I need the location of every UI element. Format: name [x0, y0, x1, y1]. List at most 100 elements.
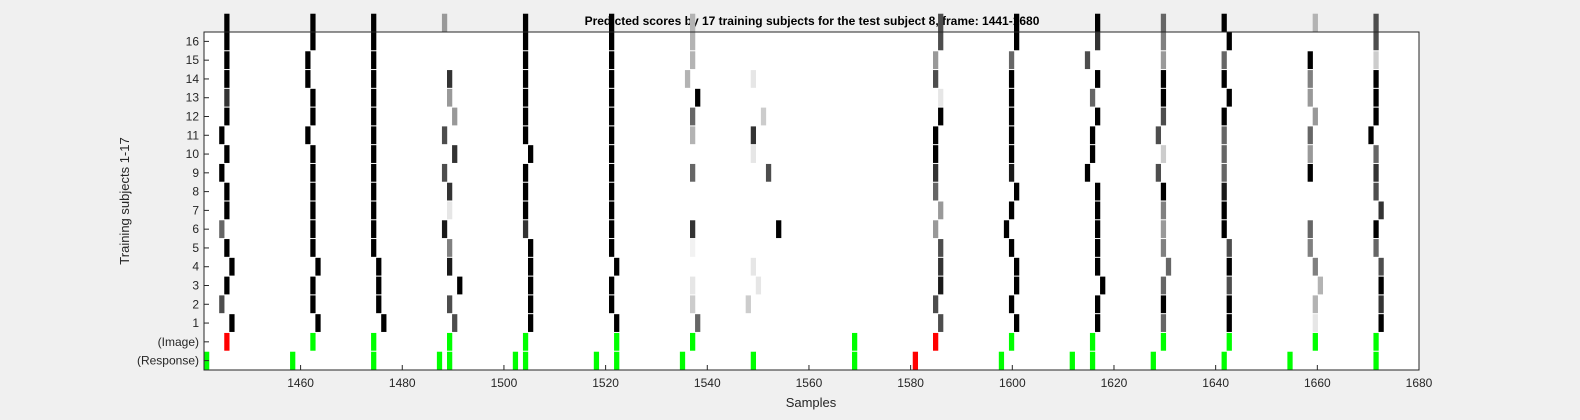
y-tick-label: 14 — [186, 72, 200, 86]
subject-score-mark — [1003, 220, 1010, 239]
subject-score-mark — [1095, 257, 1101, 276]
subject-score-mark — [1160, 314, 1167, 332]
subject-score-mark — [1095, 182, 1101, 201]
subject-score-mark — [690, 239, 696, 257]
y-tick-label: 13 — [186, 91, 200, 105]
image-mark — [1312, 332, 1318, 351]
image-mark — [1373, 332, 1379, 351]
subject-score-mark — [224, 239, 230, 257]
subject-score-mark — [1368, 126, 1374, 145]
x-tick-label: 1580 — [897, 376, 924, 390]
subject-score-mark — [755, 276, 762, 295]
subject-score-mark — [1312, 314, 1318, 332]
x-tick-label: 1640 — [1202, 376, 1229, 390]
subject-score-mark — [522, 13, 529, 32]
image-mark — [371, 332, 377, 351]
subject-score-mark — [452, 145, 458, 163]
subject-score-mark — [1095, 13, 1101, 32]
subject-score-mark — [933, 182, 939, 201]
subject-score-mark — [224, 32, 230, 51]
subject-score-mark — [310, 145, 316, 163]
subject-score-mark — [614, 314, 620, 332]
subject-score-mark — [933, 295, 939, 314]
x-tick-label: 1520 — [592, 376, 619, 390]
subject-score-mark — [1008, 126, 1015, 145]
subject-score-mark — [1221, 126, 1227, 145]
subject-score-mark — [1155, 163, 1162, 182]
subject-score-mark — [376, 295, 382, 314]
chart-title: Predicted scores by 17 training subjects… — [585, 14, 1040, 28]
subject-score-mark — [528, 145, 534, 163]
subject-score-mark — [1160, 220, 1167, 239]
subject-score-mark — [1221, 70, 1227, 88]
subject-score-mark — [452, 107, 458, 126]
subject-score-mark — [452, 314, 458, 332]
response-mark — [679, 351, 686, 370]
subject-score-mark — [750, 126, 757, 145]
subject-score-mark — [224, 88, 230, 107]
subject-score-mark — [750, 145, 757, 163]
response-mark — [522, 351, 529, 370]
subject-score-mark — [1373, 32, 1379, 51]
subject-score-mark — [447, 257, 453, 276]
subject-score-mark — [1084, 51, 1091, 70]
subject-score-mark — [1373, 239, 1379, 257]
x-axis: 1460 1480 1500 1520 1540 1560 1580 1600 1620 1640… — [287, 365, 1433, 390]
subject-score-mark — [1160, 145, 1167, 163]
subject-score-mark — [1008, 295, 1015, 314]
subject-score-mark — [1221, 145, 1227, 163]
subject-score-mark — [690, 107, 696, 126]
subject-score-mark — [371, 107, 377, 126]
subject-score-mark — [1155, 126, 1162, 145]
subject-score-mark — [609, 13, 615, 32]
subject-score-mark — [1014, 257, 1020, 276]
subject-score-mark — [776, 220, 782, 239]
subject-score-mark — [1160, 32, 1167, 51]
response-mark — [1287, 351, 1293, 370]
response-mark — [1069, 351, 1075, 370]
subject-score-mark — [750, 70, 757, 88]
subject-score-mark — [1221, 201, 1227, 220]
image-mark — [224, 332, 230, 351]
x-tick-label: 1660 — [1304, 376, 1331, 390]
y-tick-label: 16 — [186, 34, 200, 48]
subject-score-mark — [522, 107, 529, 126]
subject-score-mark — [1373, 163, 1379, 182]
subject-score-mark — [1221, 13, 1227, 32]
subject-score-mark — [528, 276, 534, 295]
subject-score-mark — [441, 163, 448, 182]
subject-score-mark — [522, 88, 529, 107]
subject-score-mark — [1378, 295, 1384, 314]
subject-score-mark — [938, 314, 944, 332]
image-mark — [852, 332, 858, 351]
subject-score-mark — [690, 163, 696, 182]
subject-score-mark — [1089, 126, 1096, 145]
subject-score-mark — [219, 163, 225, 182]
subject-score-mark — [224, 276, 230, 295]
image-mark — [1160, 332, 1167, 351]
subject-score-mark — [528, 295, 534, 314]
response-mark — [852, 351, 858, 370]
subject-score-mark — [447, 88, 453, 107]
subject-score-mark — [1221, 107, 1227, 126]
subject-score-mark — [1307, 163, 1313, 182]
subject-score-mark — [684, 70, 691, 88]
subject-score-mark — [371, 182, 377, 201]
subject-score-mark — [1160, 70, 1167, 88]
subject-score-mark — [1008, 70, 1015, 88]
subject-score-mark — [447, 201, 453, 220]
subject-score-mark — [609, 220, 615, 239]
subject-score-mark — [1014, 13, 1020, 32]
subject-score-mark — [522, 32, 529, 51]
subject-score-mark — [1226, 276, 1232, 295]
subject-score-mark — [1373, 182, 1379, 201]
subject-score-mark — [938, 239, 944, 257]
subject-score-mark — [229, 257, 235, 276]
subject-score-mark — [371, 51, 377, 70]
x-tick-label: 1600 — [999, 376, 1026, 390]
subject-score-mark — [1008, 107, 1015, 126]
subject-score-mark — [938, 88, 944, 107]
subject-score-mark — [695, 88, 701, 107]
subject-score-mark — [371, 220, 377, 239]
